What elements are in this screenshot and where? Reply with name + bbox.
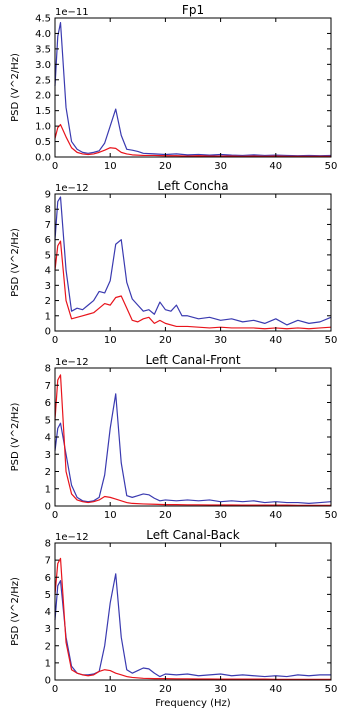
y-exponent-label: 1e−12 — [55, 532, 89, 543]
chart-title: Left Canal-Front — [145, 353, 240, 367]
x-tick-label: 0 — [52, 335, 58, 346]
y-tick-label: 7 — [45, 381, 51, 392]
y-tick-label: 3 — [45, 281, 51, 292]
x-tick-label: 0 — [52, 684, 58, 695]
y-tick-label: 1.5 — [35, 106, 51, 117]
y-tick-label: 2 — [45, 641, 51, 652]
y-axis-label: PSD (V^2/Hz) — [10, 53, 21, 122]
x-tick-label: 20 — [159, 335, 172, 346]
x-axis-label: Frequency (Hz) — [155, 698, 231, 709]
chart-panel-2: 0 10 20 30 40 50 0 1 2 3 4 5 6 7 8 9 1e−12 Left Concha PSD… — [10, 179, 337, 346]
chart-panel-4: 0 10 20 30 40 50 0 1 2 3 4 5 6 7 8 1e−12 Left Canal-Back… — [10, 528, 337, 709]
y-tick-label: 0.5 — [35, 137, 51, 148]
y-axis-label: PSD (V^2/Hz) — [10, 228, 21, 297]
y-tick-label: 8 — [45, 539, 51, 550]
y-tick-label: 8 — [45, 364, 51, 375]
chart-title: Left Canal-Back — [146, 528, 240, 542]
y-tick-label: 2 — [45, 467, 51, 478]
y-tick-label: 5 — [45, 415, 51, 426]
chart-panel-3: 0 10 20 30 40 50 0 1 2 3 4 5 6 7 8 1e−12 Left Canal-Fron… — [10, 353, 337, 521]
plot-frame — [54, 193, 332, 332]
series-line-1 — [54, 196, 332, 326]
chart-title: Left Concha — [157, 179, 228, 193]
y-tick-label: 4 — [45, 266, 51, 277]
plot-frame — [54, 542, 332, 681]
x-tick-label: 10 — [104, 335, 117, 346]
x-tick-label: 10 — [104, 161, 117, 172]
y-tick-label: 2.5 — [35, 75, 51, 86]
series-line-2 — [54, 557, 331, 680]
y-tick-label: 6 — [45, 573, 51, 584]
y-tick-label: 3 — [45, 450, 51, 461]
y-tick-label: 1 — [45, 658, 51, 669]
x-tick-label: 50 — [325, 684, 338, 695]
series-line-2 — [54, 374, 331, 506]
y-exponent-label: 1e−11 — [55, 7, 89, 18]
y-tick-label: 5 — [45, 590, 51, 601]
y-tick-label: 0.0 — [35, 153, 51, 164]
x-tick-label: 20 — [159, 510, 172, 521]
x-tick-label: 20 — [159, 161, 172, 172]
y-exponent-label: 1e−12 — [55, 357, 89, 368]
x-tick-label: 50 — [325, 161, 338, 172]
y-tick-label: 4.5 — [35, 14, 51, 25]
y-axis-label: PSD (V^2/Hz) — [10, 403, 21, 472]
x-tick-label: 0 — [52, 510, 58, 521]
y-tick-label: 4 — [45, 607, 51, 618]
x-tick-label: 30 — [214, 335, 227, 346]
y-tick-label: 2.0 — [35, 91, 51, 102]
y-tick-label: 9 — [45, 190, 51, 201]
y-tick-label: 6 — [45, 398, 51, 409]
x-tick-label: 30 — [214, 510, 227, 521]
plot-frame — [54, 367, 332, 507]
x-tick-label: 40 — [269, 335, 282, 346]
y-tick-label: 6 — [45, 235, 51, 246]
plot-frame — [54, 17, 332, 158]
x-tick-label: 40 — [269, 510, 282, 521]
y-tick-label: 4 — [45, 433, 51, 444]
y-tick-label: 4.0 — [35, 29, 51, 40]
y-tick-label: 3.0 — [35, 60, 51, 71]
y-tick-label: 0 — [45, 327, 51, 338]
x-tick-label: 40 — [269, 684, 282, 695]
y-tick-label: 0 — [45, 502, 51, 513]
x-tick-label: 50 — [325, 335, 338, 346]
x-tick-label: 10 — [104, 684, 117, 695]
y-tick-label: 1 — [45, 484, 51, 495]
x-tick-label: 30 — [214, 684, 227, 695]
series-line-2 — [54, 123, 331, 157]
y-tick-label: 7 — [45, 556, 51, 567]
y-exponent-label: 1e−12 — [55, 183, 89, 194]
y-tick-label: 1.0 — [35, 122, 51, 133]
y-tick-label: 1 — [45, 311, 51, 322]
chart-panel-1: 0 10 20 30 40 50 0.0 0.5 1.0 1.5 2.0 2.5 3.0 3.5 4.0 4.… — [10, 3, 337, 172]
x-tick-label: 10 — [104, 510, 117, 521]
series-line-1 — [54, 573, 331, 678]
x-tick-label: 20 — [159, 684, 172, 695]
x-tick-label: 40 — [269, 161, 282, 172]
y-tick-label: 8 — [45, 205, 51, 216]
y-axis-label: PSD (V^2/Hz) — [10, 577, 21, 646]
series-line-1 — [54, 393, 332, 505]
y-tick-label: 3 — [45, 624, 51, 635]
y-tick-label: 7 — [45, 220, 51, 231]
y-tick-label: 2 — [45, 296, 51, 307]
y-tick-label: 5 — [45, 250, 51, 261]
series-line-1 — [54, 22, 332, 157]
chart-title: Fp1 — [182, 3, 204, 17]
y-tick-label: 0 — [45, 676, 51, 687]
series-line-2 — [54, 240, 332, 330]
x-tick-label: 30 — [214, 161, 227, 172]
x-tick-label: 0 — [52, 161, 58, 172]
y-tick-label: 3.5 — [35, 44, 51, 55]
x-tick-label: 50 — [325, 510, 338, 521]
